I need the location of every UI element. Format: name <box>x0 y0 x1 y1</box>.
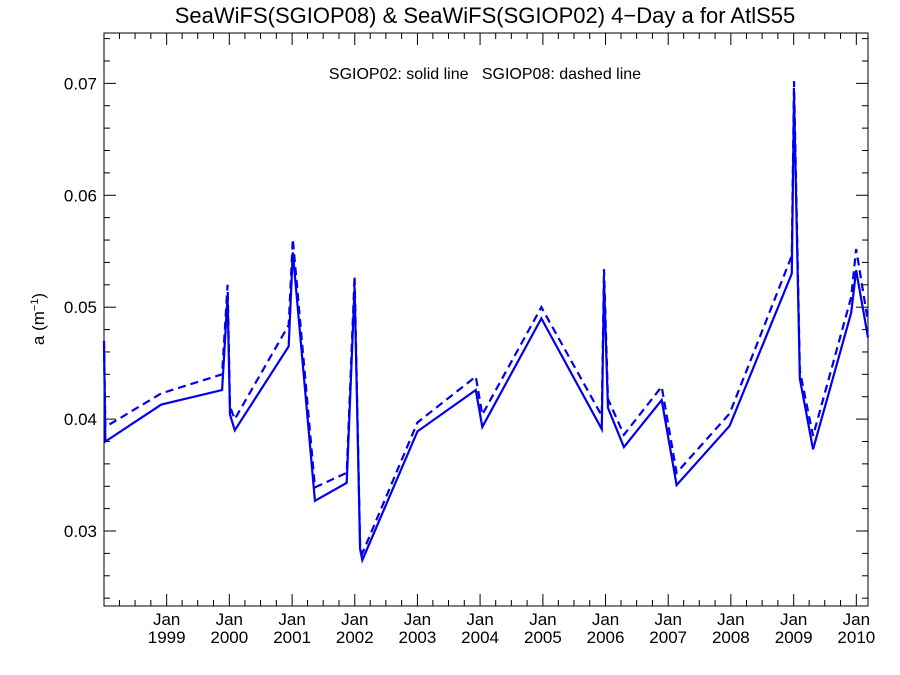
x-tick-year-label: 2004 <box>461 628 499 647</box>
x-tick-year-label: 2003 <box>399 628 437 647</box>
y-tick-label: 0.05 <box>64 298 97 317</box>
plot-frame <box>103 32 869 607</box>
y-axis-label: a (m−1) <box>29 293 48 345</box>
x-tick-month-label: Jan <box>341 610 368 629</box>
x-tick-month-label: Jan <box>717 610 744 629</box>
x-tick-year-label: 2009 <box>775 628 813 647</box>
x-tick-year-label: 2001 <box>273 628 311 647</box>
x-tick-month-label: Jan <box>529 610 556 629</box>
y-tick-label: 0.06 <box>64 186 97 205</box>
x-tick-month-label: Jan <box>153 610 180 629</box>
x-tick-year-label: 1999 <box>148 628 186 647</box>
x-tick-month-label: Jan <box>216 610 243 629</box>
x-tick-year-label: 2000 <box>210 628 248 647</box>
x-tick-month-label: Jan <box>780 610 807 629</box>
x-tick-month-label: Jan <box>278 610 305 629</box>
x-tick-month-label: Jan <box>404 610 431 629</box>
x-tick-month-label: Jan <box>466 610 493 629</box>
y-axis: 0.03 0.04 0.05 0.06 0.07 <box>64 38 868 599</box>
legend-note: SGIOP02: solid line SGIOP08: dashed line <box>329 66 641 83</box>
y-axis-label-superscript: −1 <box>29 299 41 312</box>
x-tick-year-label: 2008 <box>712 628 750 647</box>
y-tick-label: 0.04 <box>64 410 97 429</box>
series-line-sgiop02 <box>102 95 870 564</box>
x-tick-year-label: 2005 <box>524 628 562 647</box>
x-tick-month-label: Jan <box>843 610 870 629</box>
chart-title: SeaWiFS(SGIOP08) & SeaWiFS(SGIOP02) 4−Da… <box>175 3 796 28</box>
y-tick-label: 0.03 <box>64 522 97 541</box>
series-line-sgiop08 <box>102 81 870 557</box>
x-axis: Jan1999Jan2000Jan2001Jan2002Jan2003Jan20… <box>118 33 875 647</box>
x-tick-year-label: 2006 <box>587 628 625 647</box>
x-tick-month-label: Jan <box>592 610 619 629</box>
y-axis-label-main: a (m <box>29 311 48 345</box>
series-layer <box>102 81 870 564</box>
y-axis-label-close: ) <box>29 293 48 299</box>
x-tick-year-label: 2002 <box>336 628 374 647</box>
x-tick-month-label: Jan <box>654 610 681 629</box>
x-tick-year-label: 2007 <box>649 628 687 647</box>
y-tick-label: 0.07 <box>64 74 97 93</box>
x-tick-year-label: 2010 <box>837 628 875 647</box>
